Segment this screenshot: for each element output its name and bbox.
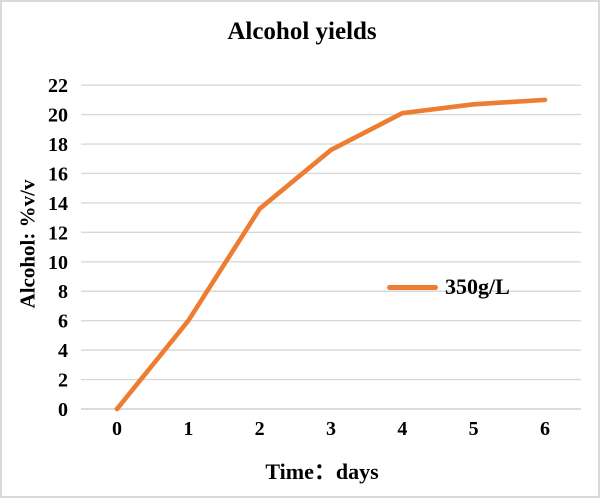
y-tick-label: 10 [48, 252, 68, 274]
y-tick-label: 0 [58, 399, 68, 421]
x-tick-label: 2 [255, 418, 265, 440]
legend: 350g/L [387, 274, 510, 300]
y-tick-label: 2 [58, 370, 68, 392]
x-tick-label: 3 [326, 418, 336, 440]
x-tick-label: 5 [469, 418, 479, 440]
y-tick-label: 6 [58, 311, 68, 333]
x-tick-label: 1 [183, 418, 193, 440]
y-tick-label: 12 [48, 222, 68, 244]
y-tick-label: 8 [58, 281, 68, 303]
x-tick-label: 0 [112, 418, 122, 440]
legend-line-swatch [387, 284, 438, 290]
x-axis-title: Time：days [265, 459, 379, 484]
y-tick-label: 18 [48, 134, 68, 156]
y-tick-label: 20 [48, 105, 68, 127]
chart-title: Alcohol yields [227, 18, 377, 45]
y-tick-label: 16 [48, 163, 68, 185]
y-tick-label: 14 [48, 193, 68, 215]
legend-label: 350g/L [445, 274, 510, 299]
x-tick-label: 6 [540, 418, 550, 440]
series-line [114, 97, 548, 412]
x-tick-label: 4 [397, 418, 407, 440]
y-tick-label: 22 [48, 75, 68, 97]
y-tick-label: 4 [58, 340, 68, 362]
